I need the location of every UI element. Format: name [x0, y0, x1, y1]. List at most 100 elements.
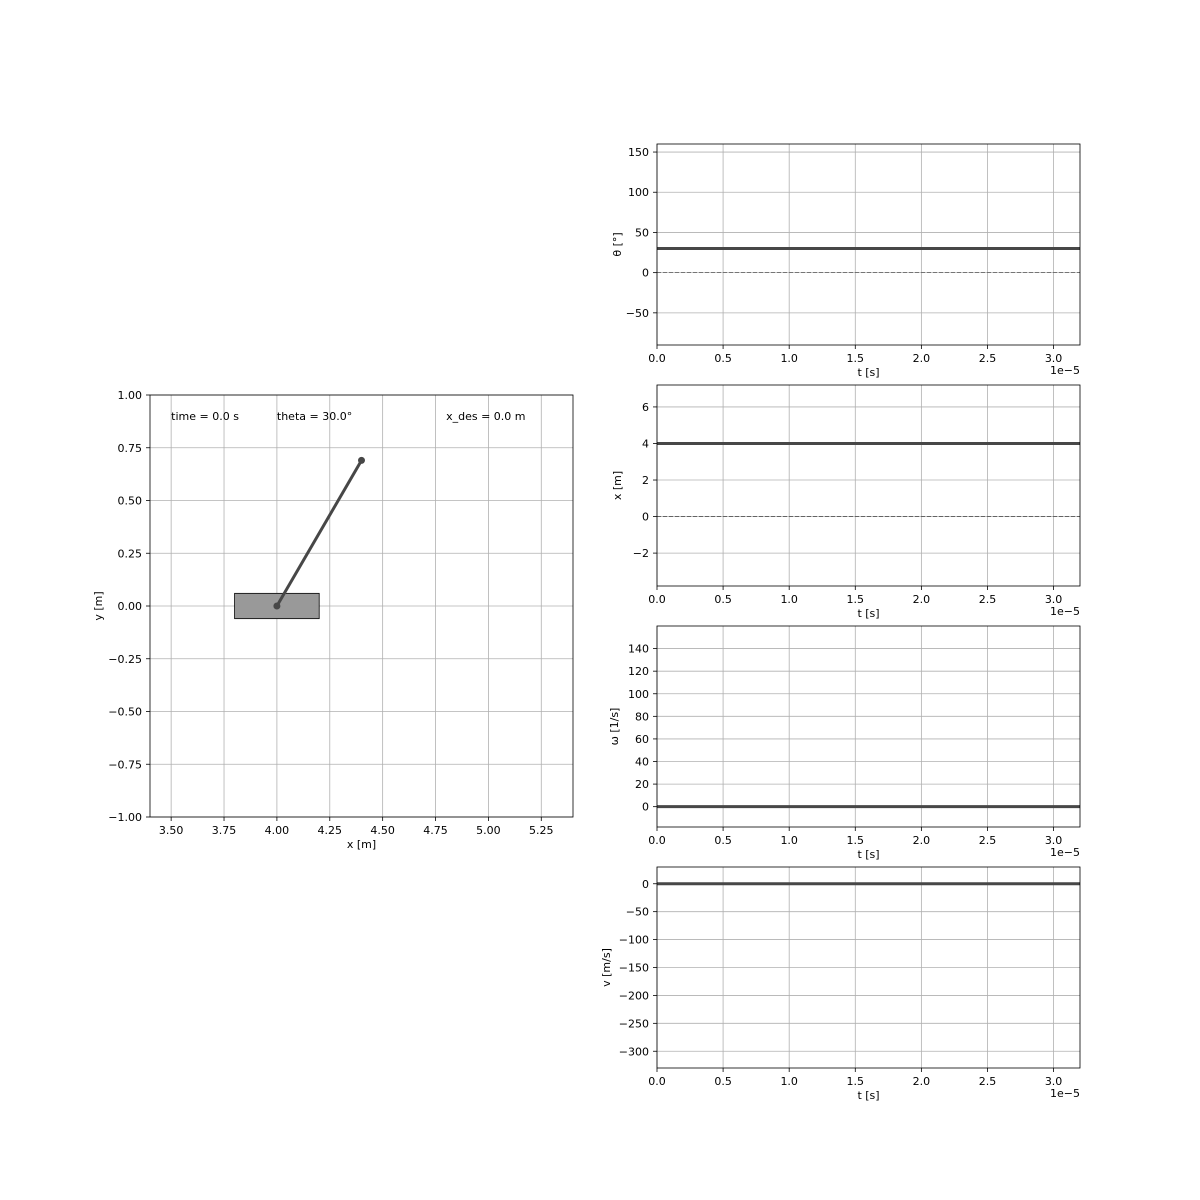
axes-frame — [149, 394, 574, 818]
x-axis-label: t [s] — [857, 607, 879, 620]
x-tick-label: 4.75 — [423, 824, 448, 837]
y-tick-label: −100 — [619, 934, 649, 947]
y-tick-label: 80 — [635, 710, 649, 723]
y-tick-label: 120 — [628, 665, 649, 678]
x-tick-label: 1.5 — [847, 352, 865, 365]
x-tick-label: 0.5 — [714, 352, 732, 365]
axes-frame — [656, 866, 1081, 1069]
chart-cartpole: 3.50 3.75 4.00 4.25 4.50 4.75 5.00 5.25 1.00 0.75… — [92, 389, 574, 851]
pole-tip-point — [358, 456, 365, 464]
annotation-theta: theta = 30.0° — [277, 410, 352, 423]
x-tick-label: 2.0 — [913, 352, 931, 365]
x-tick-label: 5.00 — [476, 824, 501, 837]
x-tick-label: 0.0 — [648, 834, 666, 847]
y-tick-label: 1.00 — [118, 389, 143, 402]
x-tick-label: 1.0 — [780, 593, 798, 606]
x-tick-label: 0.0 — [648, 1075, 666, 1088]
chart-position: 0.0 0.5 1.0 1.5 2.0 2.5 3.0 6 4 2 0 −2 t [s] x [m] 1e−… — [611, 384, 1081, 620]
y-tick-label: −300 — [619, 1045, 649, 1058]
y-tick-label: −150 — [619, 962, 649, 975]
y-tick-label: −0.25 — [108, 653, 142, 666]
x-axis-label: x [m] — [347, 838, 376, 851]
x-tick-label: 4.25 — [318, 824, 343, 837]
y-tick-label: 4 — [642, 437, 649, 450]
x-offset-label: 1e−5 — [1050, 846, 1080, 859]
chart-theta: 0.0 0.5 1.0 1.5 2.0 2.5 3.0 150 100 50 0 −50 t [s] θ … — [611, 143, 1081, 379]
x-offset-label: 1e−5 — [1050, 1087, 1080, 1100]
chart-omega: 0.0 0.5 1.0 1.5 2.0 2.5 3.0 140 120 100 80 60 40 20 0 t… — [608, 625, 1081, 861]
y-axis-label: y [m] — [92, 591, 105, 620]
axes-frame — [656, 384, 1081, 587]
x-tick-label: 3.50 — [159, 824, 184, 837]
y-tick-label: 50 — [635, 226, 649, 239]
x-tick-label: 3.0 — [1045, 593, 1063, 606]
y-tick-label: −50 — [626, 906, 649, 919]
y-tick-label: 0 — [642, 511, 649, 524]
y-tick-label: −250 — [619, 1017, 649, 1030]
y-axis-label: x [m] — [611, 471, 624, 500]
y-tick-label: 0.00 — [118, 600, 143, 613]
x-tick-label: 0.5 — [714, 834, 732, 847]
y-axis-label: v [m/s] — [600, 948, 613, 987]
x-tick-label: 1.0 — [780, 352, 798, 365]
x-tick-label: 1.5 — [847, 593, 865, 606]
y-tick-label: −0.50 — [108, 706, 142, 719]
x-tick-label: 3.0 — [1045, 834, 1063, 847]
axes-frame — [656, 143, 1081, 346]
x-tick-label: 2.5 — [979, 352, 997, 365]
x-tick-label: 1.0 — [780, 834, 798, 847]
y-tick-label: 100 — [628, 688, 649, 701]
y-tick-label: 0 — [642, 267, 649, 280]
y-tick-label: −200 — [619, 989, 649, 1002]
y-tick-label: 0.25 — [118, 547, 143, 560]
chart-velocity: 0.0 0.5 1.0 1.5 2.0 2.5 3.0 0 −50 −100 −150 −200 −25… — [600, 866, 1081, 1102]
y-tick-label: 150 — [628, 146, 649, 159]
y-tick-label: −1.00 — [108, 811, 142, 824]
x-tick-label: 2.0 — [913, 1075, 931, 1088]
y-tick-label: 100 — [628, 186, 649, 199]
axes-frame — [656, 625, 1081, 828]
y-tick-label: −50 — [626, 307, 649, 320]
y-tick-label: 0 — [642, 878, 649, 891]
y-tick-label: 0.75 — [118, 442, 143, 455]
x-tick-label: 2.5 — [979, 593, 997, 606]
x-axis-label: t [s] — [857, 1089, 879, 1102]
x-tick-label: 0.0 — [648, 593, 666, 606]
x-tick-label: 2.5 — [979, 1075, 997, 1088]
annotation-xdes: x_des = 0.0 m — [446, 410, 525, 423]
y-tick-label: 0 — [642, 801, 649, 814]
x-tick-label: 1.5 — [847, 1075, 865, 1088]
x-tick-label: 0.5 — [714, 593, 732, 606]
y-tick-label: −0.75 — [108, 758, 142, 771]
x-tick-label: 4.50 — [370, 824, 395, 837]
y-tick-label: 0.50 — [118, 495, 143, 508]
x-tick-label: 3.0 — [1045, 352, 1063, 365]
y-axis-label: θ [°] — [611, 232, 624, 256]
x-axis-label: t [s] — [857, 848, 879, 861]
pole-rod — [275, 459, 363, 607]
x-offset-label: 1e−5 — [1050, 605, 1080, 618]
x-tick-label: 5.25 — [529, 824, 554, 837]
x-tick-label: 0.5 — [714, 1075, 732, 1088]
x-tick-label: 3.75 — [212, 824, 237, 837]
y-tick-label: 6 — [642, 401, 649, 414]
annotation-time: time = 0.0 s — [171, 410, 239, 423]
pole-pivot-point — [273, 602, 281, 610]
y-tick-label: 140 — [628, 643, 649, 656]
x-axis-label: t [s] — [857, 366, 879, 379]
x-offset-label: 1e−5 — [1050, 364, 1080, 377]
y-tick-label: 40 — [635, 756, 649, 769]
x-tick-label: 2.0 — [913, 834, 931, 847]
x-tick-label: 1.5 — [847, 834, 865, 847]
x-tick-label: 3.0 — [1045, 1075, 1063, 1088]
y-tick-label: 60 — [635, 733, 649, 746]
x-tick-label: 2.5 — [979, 834, 997, 847]
y-tick-label: 20 — [635, 778, 649, 791]
y-axis-label: ω [1/s] — [608, 708, 621, 746]
y-tick-label: 2 — [642, 474, 649, 487]
x-tick-label: 0.0 — [648, 352, 666, 365]
x-tick-label: 1.0 — [780, 1075, 798, 1088]
y-tick-label: −2 — [633, 547, 649, 560]
x-tick-label: 2.0 — [913, 593, 931, 606]
